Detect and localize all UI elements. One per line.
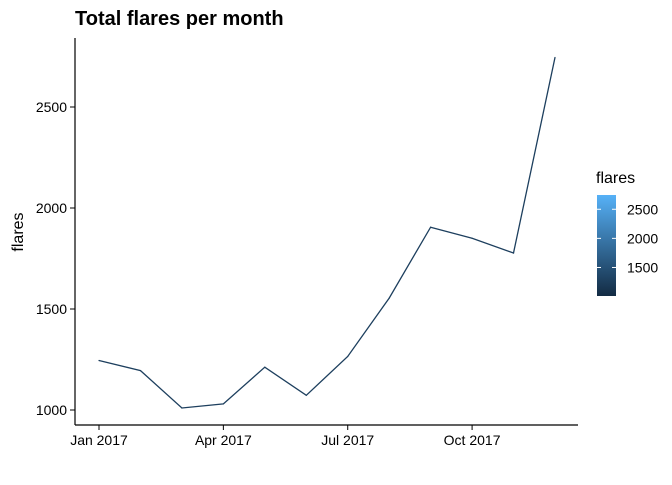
y-tick-label: 2500 xyxy=(36,99,67,115)
data-point xyxy=(264,366,266,368)
y-tick-label: 2000 xyxy=(36,200,67,216)
y-tick-label: 1000 xyxy=(36,402,67,418)
data-point xyxy=(222,403,224,405)
x-tick-label: Jul 2017 xyxy=(321,432,374,448)
colorbar-tick-label: 2000 xyxy=(627,230,658,246)
data-point xyxy=(471,237,473,239)
chart-title: Total flares per month xyxy=(75,8,284,30)
x-tick-label: Apr 2017 xyxy=(195,432,252,448)
x-tick-label: Oct 2017 xyxy=(444,432,501,448)
x-axis-ticks: Jan 2017 Apr 2017 Jul 2017 Oct 2017 xyxy=(70,425,501,448)
y-axis-ticks: 1000 1500 2000 2500 xyxy=(36,99,75,418)
y-axis-title: flares xyxy=(10,212,27,251)
data-point xyxy=(554,56,556,59)
colorbar xyxy=(597,195,616,296)
data-point xyxy=(139,370,142,372)
data-point xyxy=(388,297,390,299)
data-point xyxy=(181,407,183,409)
series-line xyxy=(98,57,556,409)
series-points xyxy=(98,56,556,409)
data-point xyxy=(430,226,432,228)
colorbar-tick-label: 2500 xyxy=(627,201,658,217)
colorbar-ticks: 1500 2000 2500 xyxy=(597,201,658,275)
y-tick-label: 1500 xyxy=(36,301,67,317)
plot-area: 1000 1500 2000 2500 Jan 2017 Apr 2017 Jul 201… xyxy=(36,38,578,448)
data-point xyxy=(347,355,349,358)
data-point xyxy=(512,252,515,254)
colorbar-legend: flares 1500 2000 2500 xyxy=(596,170,658,296)
data-point xyxy=(305,394,307,396)
legend-title: flares xyxy=(596,170,635,187)
colorbar-tick-label: 1500 xyxy=(627,259,658,275)
x-tick-label: Jan 2017 xyxy=(70,432,128,448)
data-point xyxy=(98,359,100,362)
